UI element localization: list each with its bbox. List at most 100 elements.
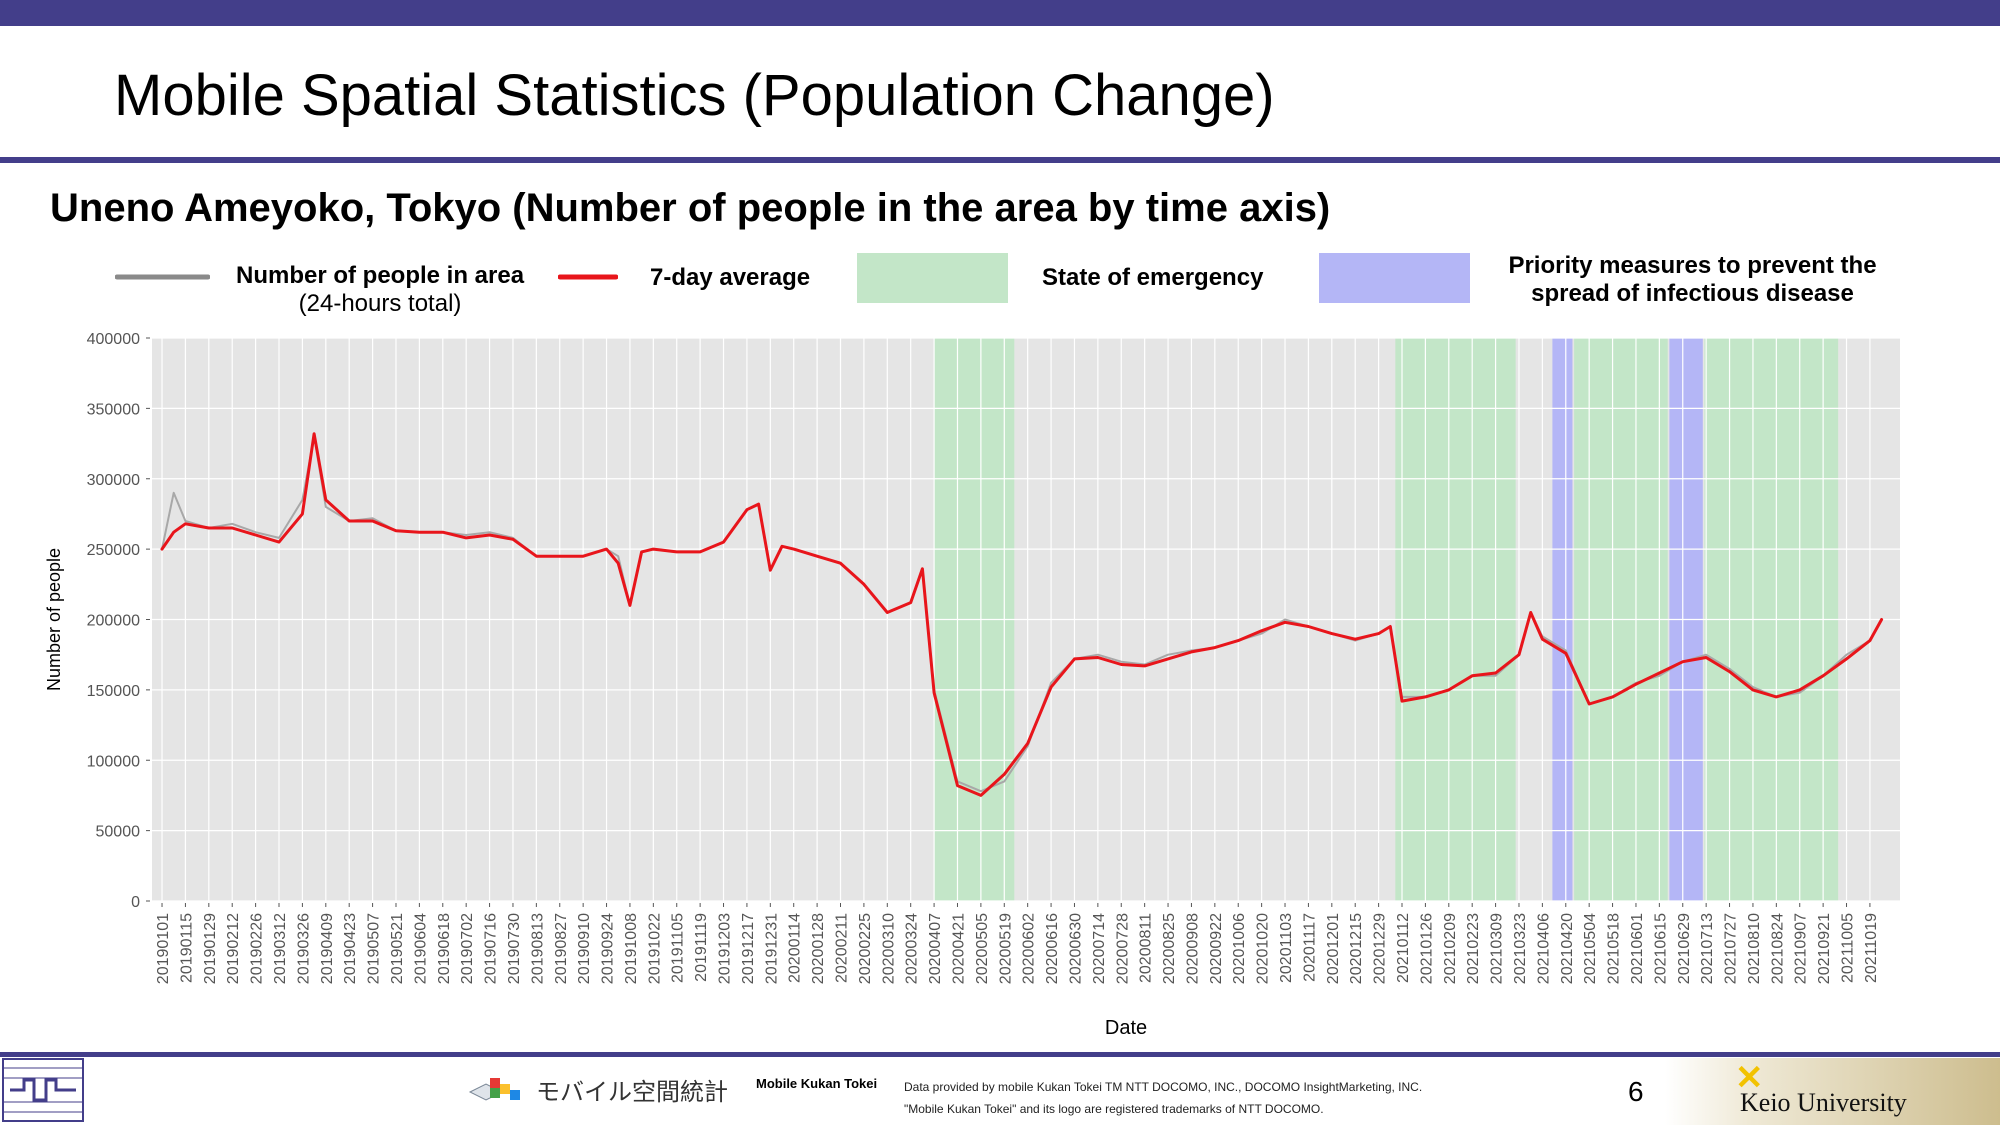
x-tick-label: 20210921: [1816, 913, 1833, 984]
x-tick-label: 20190910: [576, 913, 593, 984]
x-tick-label: 20210112: [1395, 913, 1412, 983]
x-tick-label: 20210406: [1535, 913, 1552, 984]
footer-divider: [0, 1052, 2000, 1057]
x-tick-label: 20201215: [1348, 913, 1365, 984]
x-tick-label: 20210126: [1418, 913, 1435, 984]
x-tick-label: 20190604: [412, 913, 429, 984]
x-tick-label: 20200421: [950, 913, 967, 984]
population-chart: 0 50000 100000 150000 200000 250000 300000 3500…: [44, 331, 1900, 1039]
page-number: 6: [1628, 1076, 1644, 1107]
x-tick-label: 20210629: [1676, 913, 1693, 984]
legend-avg-title: 7-day average: [650, 264, 811, 291]
x-tick-label: 20190312: [272, 913, 289, 984]
x-tick-label: 20190702: [459, 913, 476, 984]
x-tick-label: 20200128: [810, 913, 827, 984]
x-tick-label: 20191203: [717, 913, 734, 984]
x-tick-label: 20200324: [904, 913, 921, 984]
keio-logo: ✕ Keio University: [1665, 1058, 2000, 1125]
y-tick-label: 250000: [87, 542, 140, 559]
x-tick-label: 20201117: [1301, 913, 1318, 982]
x-tick-label: 20190924: [600, 913, 617, 984]
mobile-kukan-logo: モバイル空間統計: [466, 1072, 728, 1107]
x-tick-label: 20190101: [155, 913, 172, 984]
legend-count-title: Number of people in area: [236, 262, 525, 289]
legend-count-label: Number of people in area (24-hours total…: [236, 262, 524, 318]
data-credit: Data provided by mobile Kukan Tokei TM N…: [904, 1076, 1422, 1120]
x-tick-label: 20210615: [1652, 913, 1669, 984]
x-tick-label: 20201006: [1231, 913, 1248, 984]
x-tick-label: 20191119: [693, 913, 710, 982]
y-tick-label: 100000: [87, 753, 140, 770]
x-tick-label: 20191231: [763, 913, 780, 984]
x-tick-label: 20200114: [787, 913, 804, 983]
x-tick-label: 20210824: [1769, 913, 1786, 984]
x-tick-label: 20190827: [553, 913, 570, 984]
x-tick-label: 20200908: [1184, 913, 1201, 984]
x-tick-label: 20201103: [1278, 913, 1295, 983]
y-tick-label: 0: [131, 894, 140, 911]
x-tick-label: 20190423: [342, 913, 359, 984]
cube-logo-icon: [468, 1077, 520, 1101]
x-tick-label: 20190409: [319, 913, 336, 984]
legend-priority-line2: spread of infectious disease: [1531, 280, 1854, 307]
x-tick-label: 20200505: [974, 913, 991, 984]
credit-line-2: "Mobile Kukan Tokei" and its logo are re…: [904, 1102, 1324, 1116]
x-tick-label: 20190226: [249, 913, 266, 984]
x-tick-label: 20200602: [1021, 913, 1038, 984]
credit-line-1: Data provided by mobile Kukan Tokei TM N…: [904, 1080, 1423, 1094]
x-tick-label: 20210209: [1442, 913, 1459, 984]
y-tick-label: 150000: [87, 683, 140, 700]
x-tick-label: 20210907: [1793, 913, 1810, 984]
chart-subtitle: Uneno Ameyoko, Tokyo (Number of people i…: [50, 186, 1331, 230]
university-name: Keio University: [1740, 1088, 1907, 1117]
y-axis-label: Number of people: [44, 548, 64, 691]
y-tick-label: 300000: [87, 472, 140, 489]
x-tick-label: 20190507: [366, 913, 383, 984]
x-tick-label: 20210727: [1723, 913, 1740, 984]
x-tick-label: 20191022: [646, 913, 663, 984]
x-tick-label: 20200825: [1161, 913, 1178, 984]
legend-count-swatch: [115, 274, 210, 280]
x-tick-label: 20190730: [506, 913, 523, 984]
x-axis-label: Date: [1105, 1017, 1147, 1039]
x-tick-label: 20190618: [436, 913, 453, 984]
x-tick-label: 20201201: [1325, 913, 1342, 984]
x-tick-label: 20210601: [1629, 913, 1646, 984]
x-tick-label: 20211019: [1863, 913, 1880, 983]
x-tick-label: 20190129: [202, 913, 219, 984]
x-tick-label: 20200714: [1091, 913, 1108, 984]
legend-emergency-label: State of emergency: [1042, 264, 1263, 292]
x-tick-label: 20200922: [1208, 913, 1225, 984]
y-tick-label: 50000: [96, 824, 141, 841]
x-tick-label: 20200225: [857, 913, 874, 984]
x-tick-label: 20210223: [1465, 913, 1482, 984]
y-tick-label: 400000: [87, 331, 140, 348]
legend-count-subtitle: (24-hours total): [298, 290, 462, 317]
x-tick-label: 20200211: [834, 913, 851, 983]
legend-emergency-title: State of emergency: [1042, 264, 1264, 291]
x-tick-label: 20200630: [1067, 913, 1084, 984]
x-tick-label: 20210323: [1512, 913, 1529, 984]
x-tick-label: 20200616: [1044, 913, 1061, 984]
legend-priority-label: Priority measures to prevent the spread …: [1490, 252, 1895, 308]
legend-avg-label: 7-day average: [650, 264, 810, 292]
x-tick-label: 20200519: [997, 913, 1014, 984]
x-tick-label: 20190716: [483, 913, 500, 984]
x-tick-label: 20191105: [670, 913, 687, 983]
kukan-name: Mobile Kukan Tokei: [756, 1076, 878, 1091]
x-tick-label: 20191008: [623, 913, 640, 984]
keio-pen-icon: ✕: [1735, 1059, 1764, 1097]
x-tick-label: 20190115: [178, 913, 195, 983]
x-tick-label: 20200811: [1138, 913, 1155, 983]
legend-priority-line1: Priority measures to prevent the: [1508, 252, 1877, 279]
x-tick-label: 20190326: [295, 913, 312, 984]
top-banner: [0, 0, 2000, 26]
lab-logo: [2, 1058, 84, 1122]
x-tick-label: 20210309: [1489, 913, 1506, 984]
x-tick-label: 20191217: [740, 913, 757, 984]
legend-avg-swatch: [558, 274, 618, 280]
legend-priority-swatch: [1319, 253, 1470, 303]
x-tick-label: 20210810: [1746, 913, 1763, 984]
x-tick-label: 20210713: [1699, 913, 1716, 984]
x-tick-label: 20200310: [880, 913, 897, 984]
